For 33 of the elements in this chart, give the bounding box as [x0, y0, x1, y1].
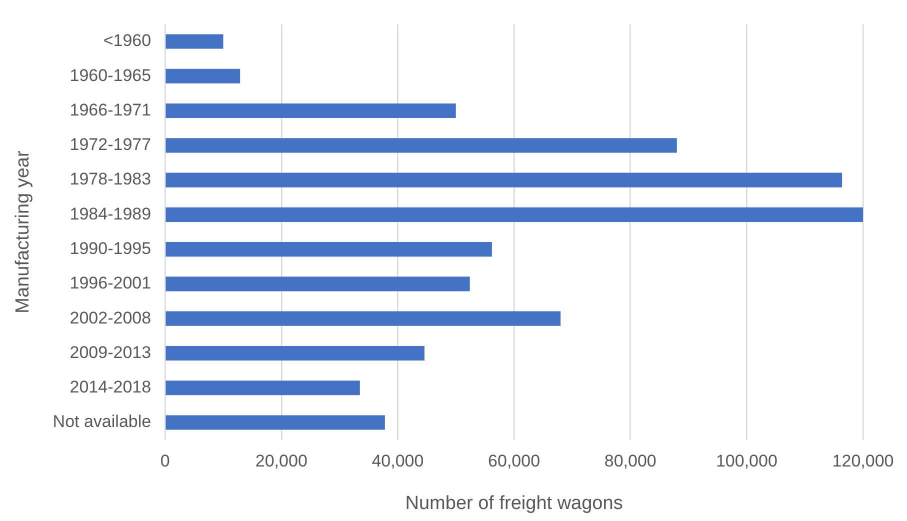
bar [166, 207, 863, 222]
y-tick-label: 1996-2001 [70, 274, 152, 293]
bar [166, 380, 360, 396]
y-tick-label: 1966-1971 [70, 100, 152, 120]
x-tick-label: 20,000 [255, 452, 308, 471]
bar [166, 346, 424, 360]
x-tick-label: 100,000 [716, 452, 778, 471]
y-tick-label: 2009-2013 [70, 342, 152, 362]
y-tick-label: 1960-1965 [70, 66, 152, 85]
bar [166, 311, 561, 326]
bar [166, 104, 456, 118]
x-tick-label: 80,000 [604, 452, 656, 471]
y-tick-label: 1978-1983 [70, 170, 152, 189]
bar [166, 276, 470, 292]
y-axis-title: Manufacturing year [12, 150, 34, 314]
x-tick-label: 40,000 [372, 452, 424, 471]
x-tick-label: 0 [160, 452, 170, 471]
bar [166, 242, 492, 257]
y-tick-label: 2002-2008 [70, 308, 152, 328]
x-tick-label: 120,000 [832, 452, 894, 471]
bar [166, 415, 385, 430]
y-tick-label: 1990-1995 [70, 239, 152, 258]
bar [166, 172, 842, 188]
bar [166, 68, 240, 84]
y-tick-label: 1984-1989 [70, 204, 152, 224]
y-tick-label: 1972-1977 [70, 135, 152, 154]
x-tick-label: 60,000 [488, 452, 540, 471]
bar [166, 34, 224, 49]
y-tick-label: Not available [52, 412, 152, 432]
bar [166, 138, 677, 153]
y-tick-label: <1960 [103, 31, 152, 50]
x-axis-title: Number of freight wagons [405, 492, 623, 514]
y-tick-label: 2014-2018 [70, 378, 152, 397]
